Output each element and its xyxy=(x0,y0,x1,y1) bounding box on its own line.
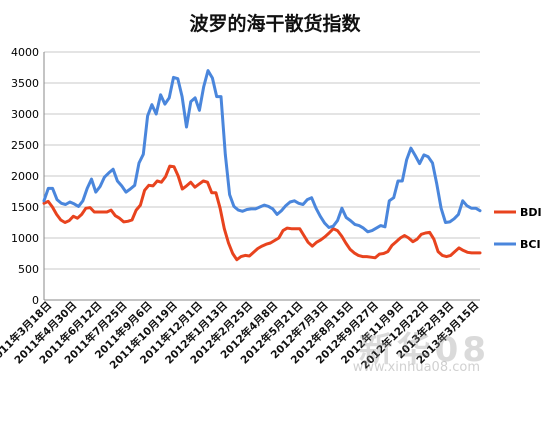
watermark-url: www.xinhua08.com xyxy=(352,360,480,375)
y-tick-label: 3000 xyxy=(11,108,39,121)
y-tick-label: 1000 xyxy=(11,232,39,245)
y-tick-label: 2500 xyxy=(11,139,39,152)
chart-title: 波罗的海干散货指数 xyxy=(189,12,361,35)
legend-label-bdi: BDI xyxy=(520,206,542,219)
series-line-bci xyxy=(42,69,482,234)
series-line-bdi xyxy=(42,164,482,262)
y-tick-label: 4000 xyxy=(11,46,39,59)
y-tick-label: 0 xyxy=(32,294,39,307)
y-tick-label: 1500 xyxy=(11,201,39,214)
legend-label-bci: BCI xyxy=(520,238,541,251)
y-tick-label: 3500 xyxy=(11,77,39,90)
y-tick-label: 500 xyxy=(18,263,39,276)
watermark-logo: 新华08 xyxy=(358,330,490,370)
y-tick-label: 2000 xyxy=(11,170,39,183)
